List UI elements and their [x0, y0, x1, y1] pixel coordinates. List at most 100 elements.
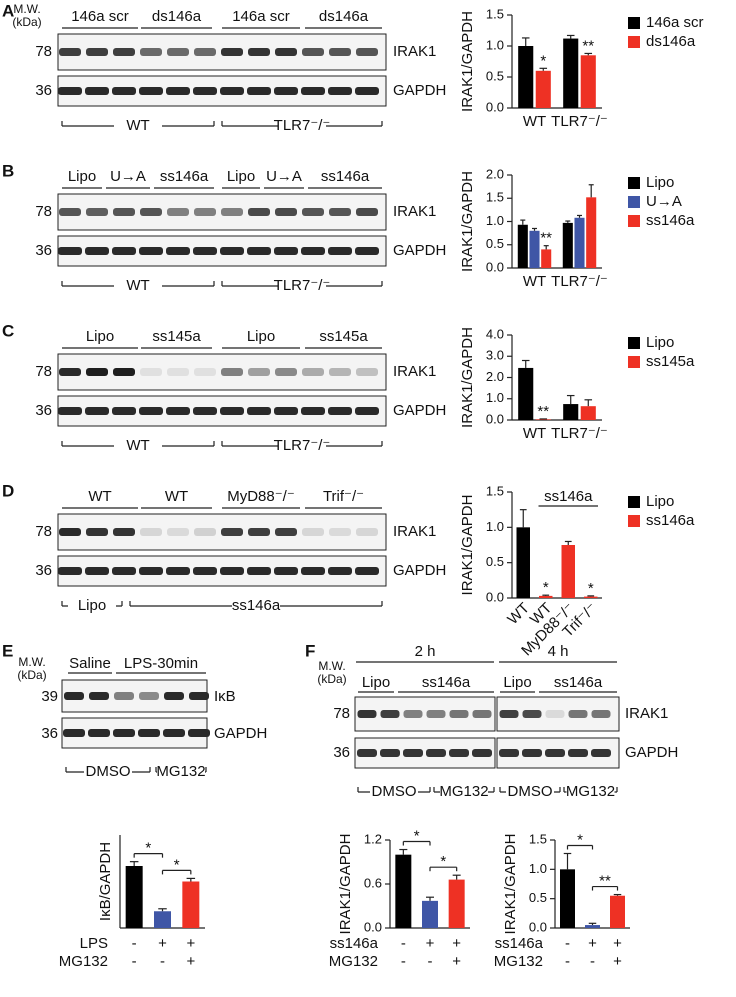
band	[329, 528, 351, 536]
band	[274, 407, 298, 415]
band	[113, 208, 135, 216]
band	[188, 729, 210, 737]
mw-marker: 78	[35, 363, 52, 380]
band	[380, 710, 400, 718]
legend-swatch	[628, 496, 640, 508]
band	[59, 528, 81, 536]
x-tick-label: TLR7⁻/⁻	[551, 425, 608, 442]
mw-marker: 36	[35, 242, 52, 259]
band	[63, 729, 85, 737]
band	[166, 87, 190, 95]
band-label: IκB	[214, 688, 236, 705]
band	[189, 692, 209, 700]
y-tick-label: 1.2	[364, 831, 382, 846]
genotype-label: TLR7⁻/⁻	[274, 117, 331, 134]
mw-marker: 36	[333, 744, 350, 761]
genotype-label: Lipo	[78, 597, 106, 614]
band	[449, 749, 469, 757]
y-tick-label: 1.5	[529, 831, 547, 846]
y-tick-label: 0.0	[486, 589, 504, 604]
mw-marker: 78	[35, 203, 52, 220]
label-bg	[440, 784, 488, 800]
band	[193, 407, 217, 415]
label-bg	[370, 784, 418, 800]
band	[356, 368, 378, 376]
band	[355, 567, 379, 575]
sig-star: *	[588, 580, 594, 597]
row-mark: -	[401, 953, 406, 970]
group-label: 146a scr	[71, 8, 129, 25]
label-bg	[232, 598, 280, 614]
sig-star: **	[599, 873, 611, 890]
sig-star: *	[174, 856, 180, 873]
label-bg	[506, 784, 554, 800]
genotype-label: TLR7⁻/⁻	[274, 437, 331, 454]
bar	[395, 854, 412, 928]
band	[58, 247, 82, 255]
band	[220, 567, 244, 575]
band-label: GAPDH	[393, 242, 446, 259]
group-label: WT	[88, 488, 111, 505]
row-mark: -	[132, 953, 137, 970]
band	[86, 528, 108, 536]
band	[274, 87, 298, 95]
mw-marker: 36	[41, 725, 58, 742]
legend-swatch	[628, 17, 640, 29]
band	[166, 567, 190, 575]
sig-star: **	[582, 37, 594, 54]
label-bg	[278, 278, 326, 294]
label-bg	[84, 764, 132, 780]
group-label: 4 h	[548, 643, 569, 660]
band	[167, 528, 189, 536]
band	[85, 247, 109, 255]
y-tick-label: 0.0	[364, 919, 382, 934]
band	[140, 368, 162, 376]
bar	[125, 866, 143, 928]
bar	[535, 419, 551, 420]
band	[86, 208, 108, 216]
bar	[517, 224, 528, 268]
band	[302, 528, 324, 536]
x-tick-label: TLR7⁻/⁻	[551, 113, 608, 130]
group-label: Lipo	[362, 674, 390, 691]
row-label: MG132	[329, 953, 378, 970]
band-label: IRAK1	[393, 43, 436, 60]
sig-star: *	[577, 831, 583, 848]
band	[85, 407, 109, 415]
band	[59, 368, 81, 376]
band	[167, 48, 189, 56]
mw-marker: 36	[35, 402, 52, 419]
group-label: U→A	[110, 168, 146, 185]
band	[328, 247, 352, 255]
band	[328, 567, 352, 575]
band	[221, 208, 243, 216]
band	[138, 729, 160, 737]
legend-swatch	[628, 215, 640, 227]
band	[86, 368, 108, 376]
row-label: ss146a	[330, 935, 379, 952]
band	[86, 48, 108, 56]
band	[449, 710, 469, 718]
group-label: LPS-30min	[124, 655, 198, 672]
y-axis-label: IRAK1/GAPDH	[459, 495, 476, 596]
band	[89, 692, 109, 700]
band	[357, 749, 377, 757]
bar	[422, 900, 438, 928]
band	[58, 567, 82, 575]
label-bg	[278, 118, 326, 134]
group-label: ss146a	[160, 168, 209, 185]
band	[247, 87, 271, 95]
bar	[561, 545, 575, 598]
band	[426, 710, 446, 718]
y-tick-label: 0.0	[486, 259, 504, 274]
y-tick-label: 0.0	[486, 411, 504, 426]
band	[248, 528, 270, 536]
group-label: ss146a	[422, 674, 471, 691]
band	[248, 368, 270, 376]
band	[58, 87, 82, 95]
y-tick-label: 0.5	[529, 890, 547, 905]
row-mark: -	[401, 935, 406, 952]
group-label: ss145a	[319, 328, 368, 345]
x-tick-label: WT	[523, 425, 546, 442]
group-label: Trif⁻/⁻	[323, 488, 364, 505]
